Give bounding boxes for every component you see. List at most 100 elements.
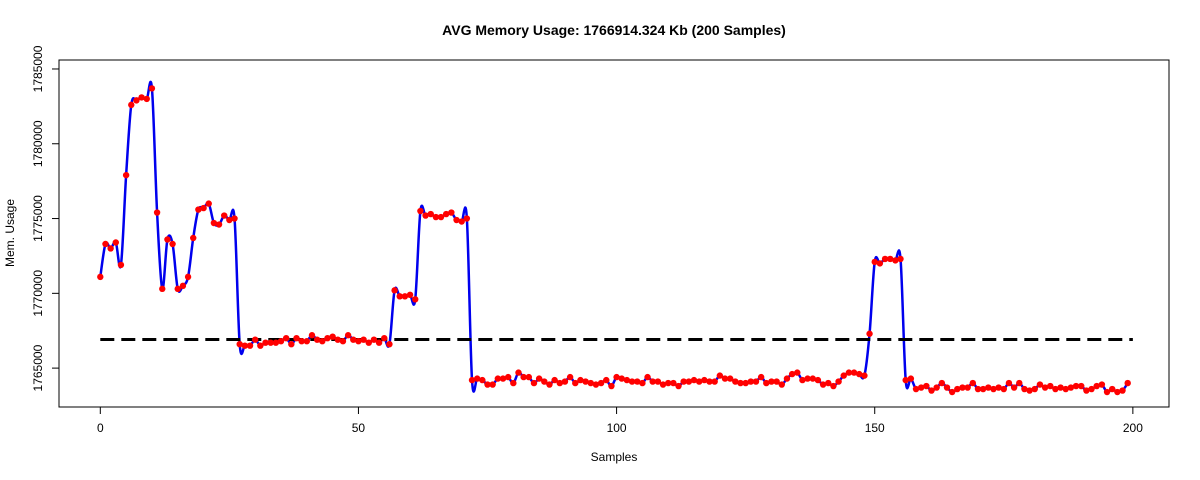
data-point (587, 379, 594, 387)
data-point (468, 376, 476, 384)
data-point (484, 381, 491, 388)
data-point (262, 339, 269, 346)
data-point (319, 337, 326, 345)
data-point (339, 337, 347, 345)
data-point (814, 376, 822, 384)
data-point (871, 258, 878, 266)
data-point (530, 379, 538, 387)
data-point (396, 293, 403, 300)
data-point (572, 379, 579, 387)
data-point (494, 375, 502, 382)
data-point (210, 219, 218, 227)
data-point (628, 378, 636, 385)
data-point (489, 381, 496, 388)
data-point (107, 245, 114, 252)
data-point (943, 384, 951, 391)
data-point (525, 373, 533, 381)
data-point (427, 210, 434, 218)
data-point (778, 381, 785, 388)
data-point (231, 215, 238, 222)
data-point (840, 372, 847, 379)
data-point (907, 375, 915, 382)
data-point (757, 373, 765, 381)
data-point (391, 287, 398, 294)
data-point (1124, 379, 1131, 387)
data-point (623, 376, 631, 384)
data-point (1016, 379, 1023, 387)
data-point (876, 260, 884, 267)
data-point (561, 378, 569, 385)
data-point (1010, 384, 1018, 391)
data-point (954, 385, 961, 393)
data-point (401, 293, 409, 300)
data-point (850, 369, 858, 376)
data-point (685, 378, 693, 385)
chart-title: AVG Memory Usage: 1766914.324 Kb (200 Sa… (442, 22, 786, 38)
data-point (1067, 384, 1075, 391)
data-point (510, 379, 517, 387)
data-point (639, 379, 646, 387)
data-point (680, 378, 687, 385)
data-point (1026, 387, 1033, 394)
data-point (344, 332, 352, 339)
data-point (1078, 382, 1085, 390)
x-tick-label: 50 (352, 421, 366, 435)
data-point (184, 273, 192, 281)
data-point (768, 378, 775, 385)
data-point (582, 378, 589, 385)
data-point (334, 336, 341, 343)
data-point (355, 337, 362, 345)
data-point (897, 255, 904, 263)
data-point (169, 240, 176, 248)
data-point (887, 255, 894, 263)
data-point (1062, 385, 1069, 393)
data-point (257, 342, 264, 349)
data-point (174, 285, 181, 293)
data-point (603, 376, 610, 384)
data-point (448, 209, 455, 216)
data-point (566, 373, 574, 381)
data-point (164, 236, 171, 243)
data-point (360, 336, 367, 343)
data-point (226, 216, 233, 224)
data-point (1088, 385, 1095, 393)
data-point (1103, 388, 1111, 396)
data-point (794, 369, 801, 376)
data-point (856, 370, 863, 378)
data-point (716, 372, 724, 379)
data-point (97, 273, 104, 281)
data-point (670, 379, 677, 387)
data-point (303, 337, 311, 345)
data-point (102, 240, 109, 248)
data-point (1057, 384, 1064, 391)
data-point (1072, 382, 1080, 390)
data-point (634, 378, 641, 385)
data-point (298, 337, 305, 345)
data-point (742, 379, 749, 387)
data-point (1114, 388, 1121, 396)
data-point (613, 373, 620, 381)
data-point (282, 335, 290, 342)
data-point (644, 373, 651, 381)
data-point (928, 387, 935, 394)
data-point (1119, 387, 1126, 394)
data-point (690, 376, 698, 384)
data-point (933, 384, 940, 391)
data-point (845, 369, 853, 376)
data-point (422, 212, 429, 219)
data-point (246, 342, 254, 349)
y-tick-label: 1765000 (31, 344, 45, 391)
y-tick-label: 1775000 (31, 195, 45, 242)
data-point (1093, 382, 1100, 390)
data-point (809, 375, 816, 382)
data-point (329, 333, 336, 340)
data-point (463, 215, 471, 222)
data-point (912, 385, 920, 393)
data-point (370, 336, 378, 343)
data-point (608, 382, 615, 390)
data-point (443, 210, 450, 218)
data-point (133, 97, 140, 104)
data-point (350, 336, 357, 343)
data-point (618, 375, 625, 382)
